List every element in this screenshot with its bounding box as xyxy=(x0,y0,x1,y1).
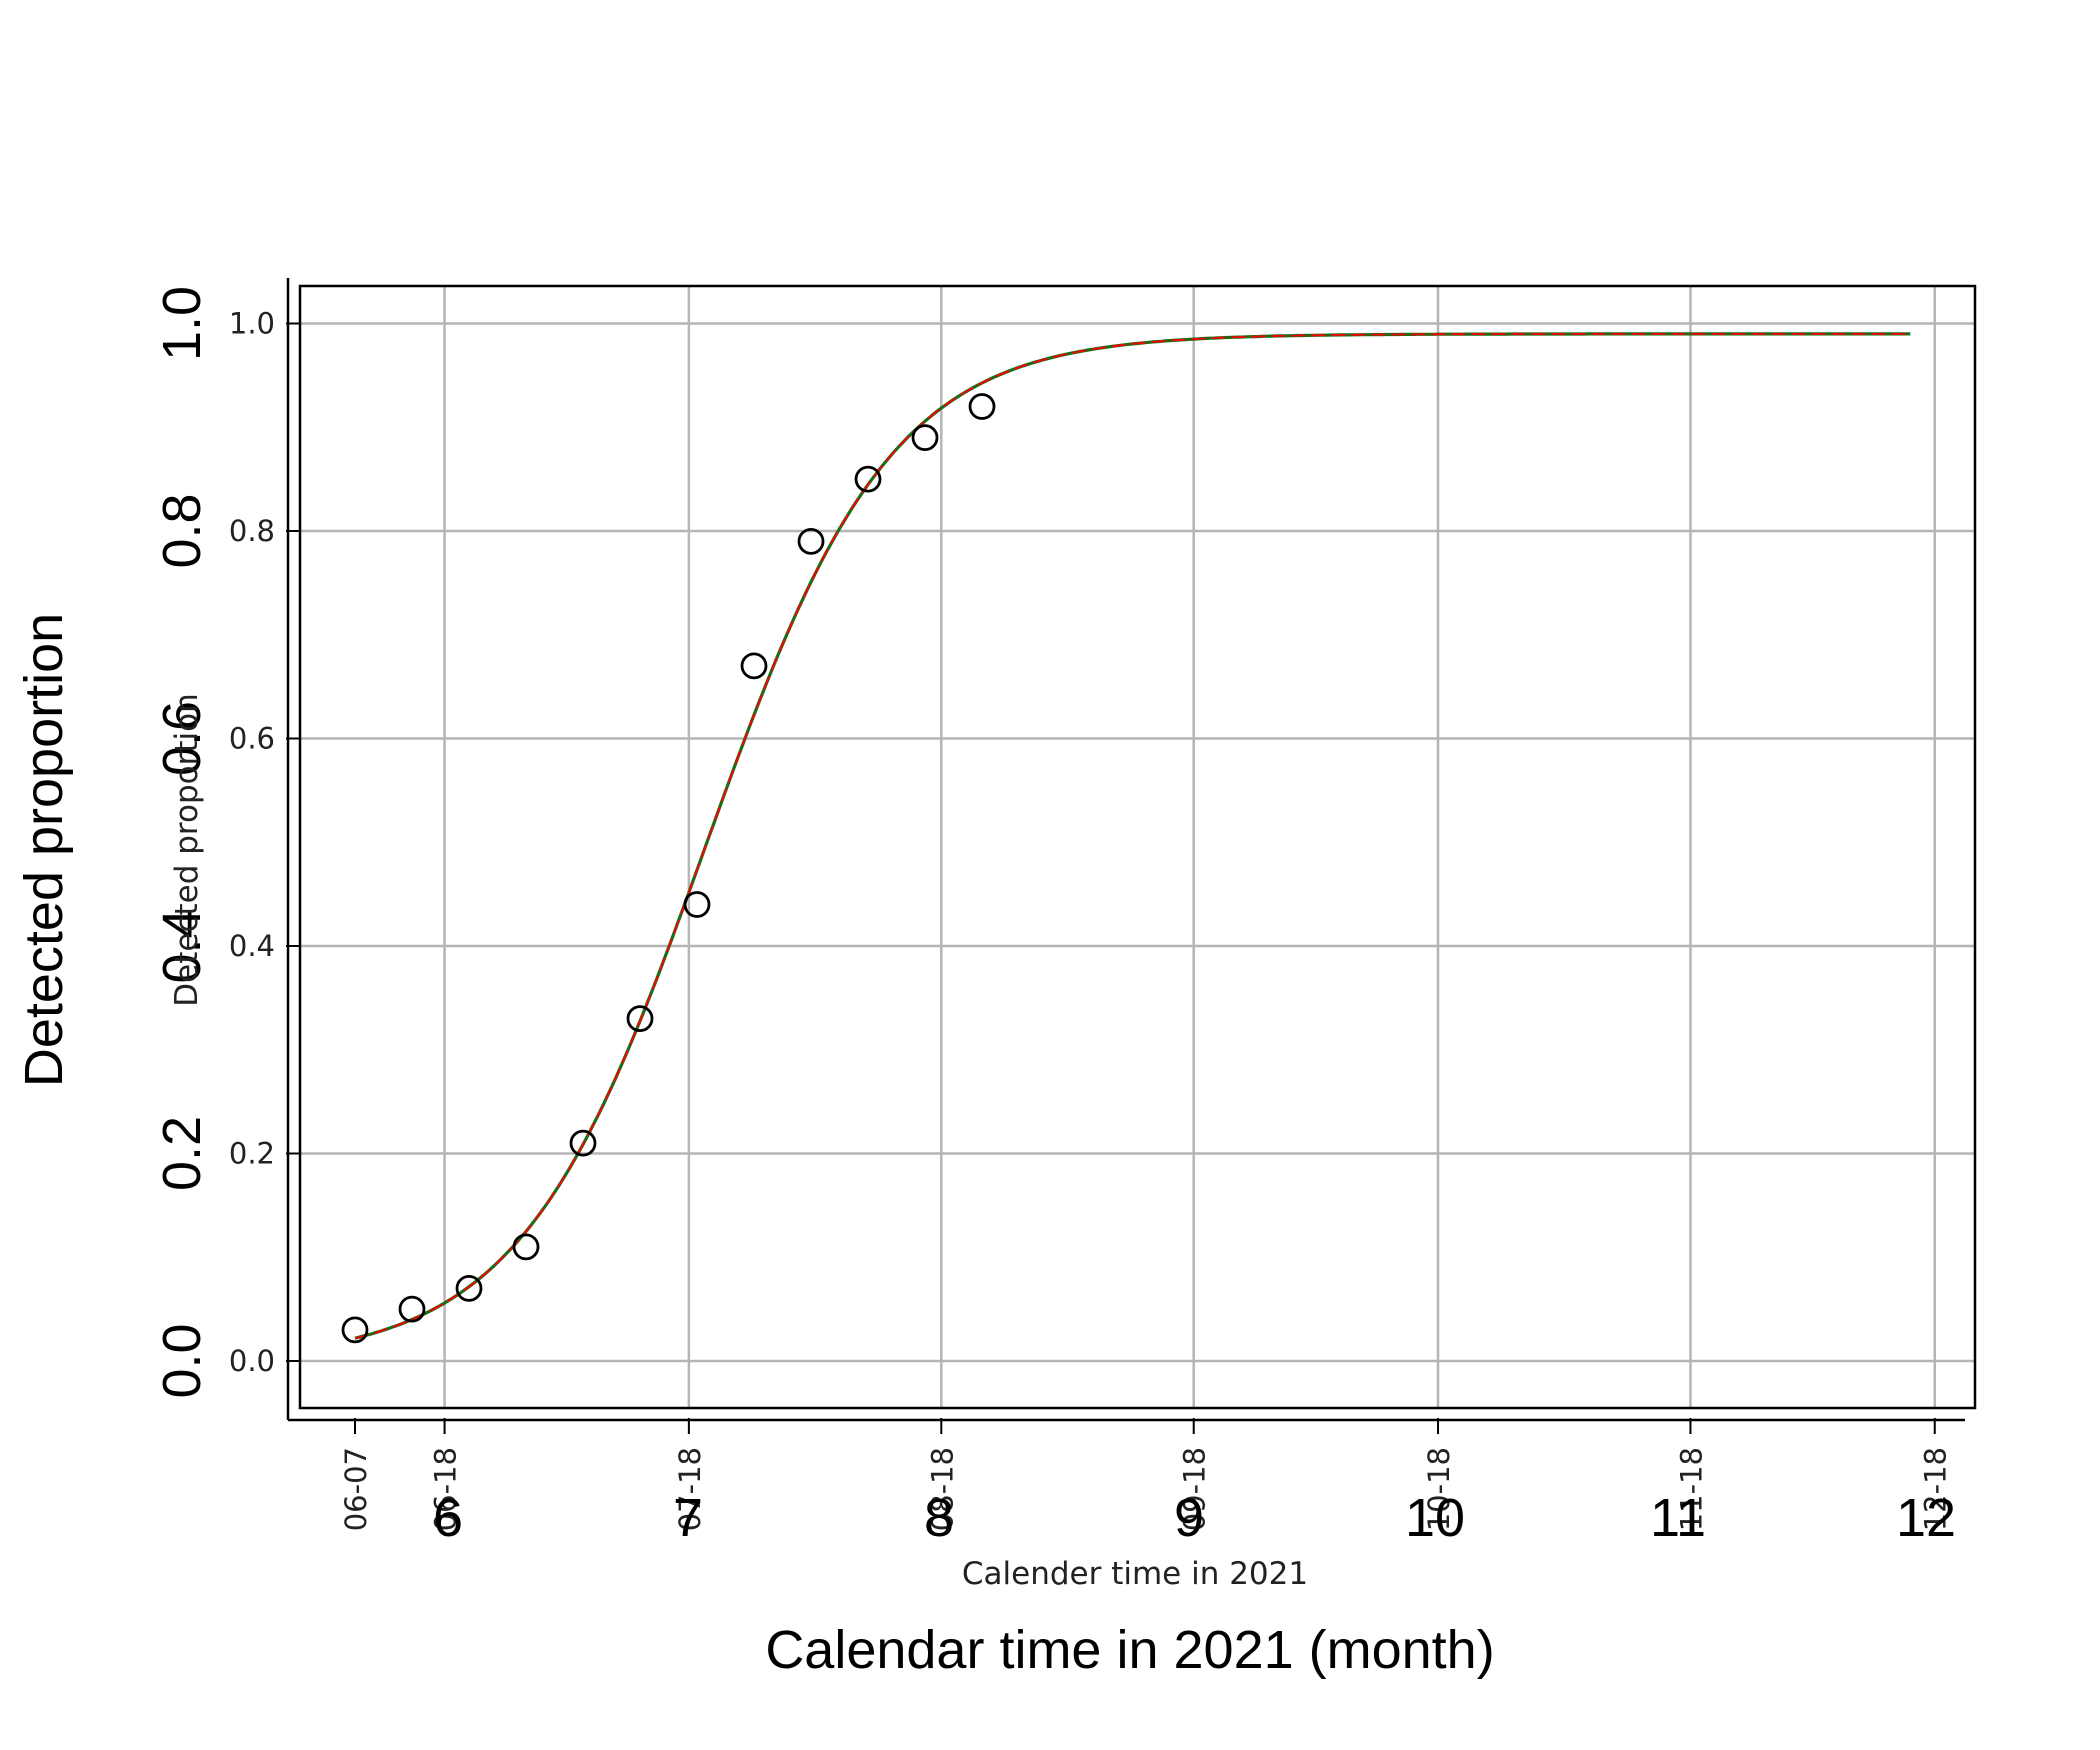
outer-x-tick-label: 8 xyxy=(924,1488,954,1548)
data-point xyxy=(968,393,996,420)
inner-y-tick-label: 0.6 xyxy=(229,722,275,756)
fitted-curve-red xyxy=(354,333,1911,1340)
data-point xyxy=(341,1316,369,1344)
observed-points xyxy=(341,393,996,1344)
outer-x-tick-label: 7 xyxy=(673,1488,703,1548)
fitted-curve xyxy=(354,332,1911,1340)
data-point xyxy=(683,891,711,918)
outer-y-tick-label: 0.0 xyxy=(152,1323,212,1398)
fitted-curve-green xyxy=(354,332,1911,1340)
inner-x-axis-label: Calender time in 2021 xyxy=(962,1556,1308,1592)
outer-x-tick-label: 11 xyxy=(1650,1488,1706,1548)
outer-x-axis-label: Calendar time in 2021 (month) xyxy=(765,1620,1494,1680)
inner-x-tick-label: 06-07 xyxy=(339,1447,373,1531)
inner-x-tick-label: 12-18 xyxy=(1919,1447,1953,1531)
plot-box xyxy=(298,284,1977,1410)
data-point xyxy=(854,465,882,493)
outer-x-tick-label: 10 xyxy=(1405,1488,1465,1548)
inner-x-tick-label: 06-18 xyxy=(429,1447,463,1531)
grid-lines xyxy=(300,286,1975,1408)
data-point xyxy=(569,1129,597,1157)
plot-frames xyxy=(286,278,1977,1422)
inner-y-tick-label: 0.4 xyxy=(229,929,275,963)
inner-y-tick-label: 0.2 xyxy=(229,1137,275,1171)
inner-x-tick-label: 11-18 xyxy=(1674,1447,1708,1531)
data-point xyxy=(911,424,939,452)
data-point xyxy=(740,652,768,680)
inner-x-tick-label: 09-18 xyxy=(1178,1447,1212,1531)
inner-x-tick-label: 07-18 xyxy=(673,1447,707,1531)
inner-y-tick-label: 0.0 xyxy=(229,1344,275,1378)
inner-y-axis-label: Detected proportion xyxy=(169,693,205,1006)
outer-y-axis-label: Detected proportion xyxy=(14,613,74,1087)
inner-y-tick-label: 1.0 xyxy=(229,307,275,341)
data-point xyxy=(398,1295,426,1323)
inner-x-tick-label: 08-18 xyxy=(925,1447,959,1531)
outer-y-tick-label: 1.0 xyxy=(152,286,212,361)
outer-y-tick-label: 0.6 xyxy=(152,701,212,776)
data-point xyxy=(797,527,825,555)
outer-y-tick-label: 0.8 xyxy=(152,493,212,568)
data-point xyxy=(626,1005,654,1033)
outer-y-tick-label: 0.4 xyxy=(152,908,212,983)
outer-x-tick-label: 12 xyxy=(1896,1488,1956,1548)
data-point xyxy=(512,1233,540,1261)
inner-axis-ticks: 0.0 0.2 0.4 0.6 0.8 1.0 06-07 06-18 07-18 08-18 09… xyxy=(229,307,1953,1532)
outer-y-tick-label: 0.2 xyxy=(152,1116,212,1191)
inner-y-tick-label: 0.8 xyxy=(229,514,275,548)
outer-x-tick-label: 9 xyxy=(1174,1488,1204,1548)
outer-x-tick-label: 6 xyxy=(433,1488,463,1548)
inner-x-tick-label: 10-18 xyxy=(1422,1447,1456,1531)
outer-axis-ticks: 6 7 8 9 10 11 12 0.0 0.2 0.4 0.6 0.8 1.0 xyxy=(152,286,1956,1548)
data-point xyxy=(455,1274,483,1302)
